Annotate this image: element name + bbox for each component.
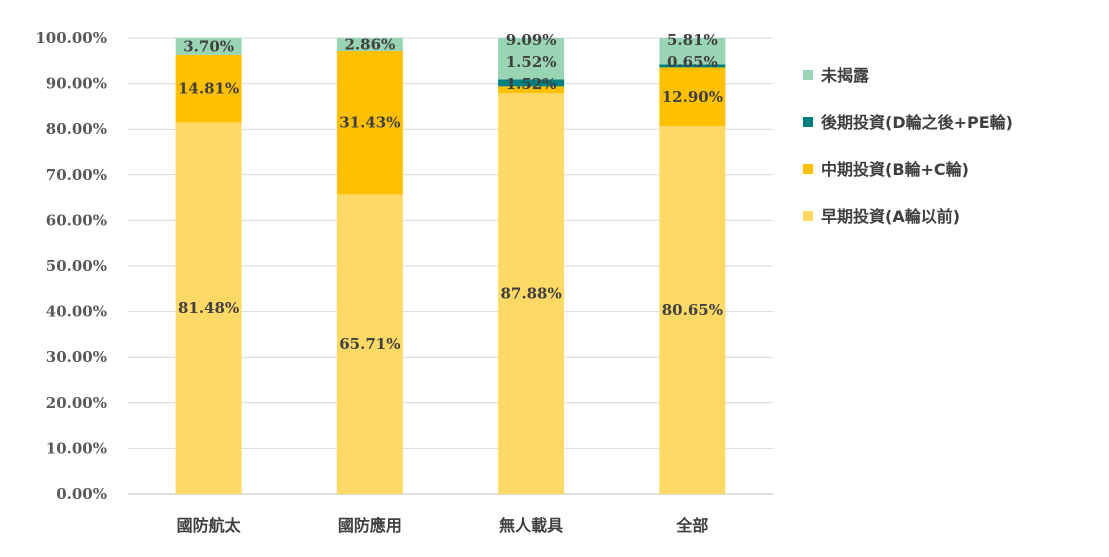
data-label: 0.65% <box>667 53 718 71</box>
y-tick-label: 30.00% <box>46 348 107 366</box>
x-category-label: 無人載具 <box>499 516 563 535</box>
y-tick-label: 50.00% <box>46 257 107 275</box>
y-tick-label: 0.00% <box>56 485 107 503</box>
x-category-label: 國防應用 <box>338 516 402 535</box>
bar-segment <box>498 79 565 87</box>
data-label: 3.70% <box>183 37 234 55</box>
bar-segment <box>175 38 242 55</box>
y-tick-label: 10.00% <box>46 439 107 457</box>
x-axis-category-labels: 國防航太 國防應用 無人載具 全部 <box>177 516 709 535</box>
bar-segment <box>336 194 403 494</box>
legend-swatch <box>803 70 813 80</box>
bar-segment <box>659 38 726 65</box>
bar-segment <box>175 54 242 123</box>
bar-segment <box>498 38 565 80</box>
y-tick-label: 20.00% <box>46 394 107 412</box>
legend-item-label: 早期投資(A輪以前) <box>821 207 960 226</box>
bar-segment <box>336 38 403 52</box>
data-label: 9.09% <box>506 31 557 49</box>
data-label: 81.48% <box>178 299 239 317</box>
bar-segment <box>659 67 726 127</box>
data-label: 87.88% <box>501 285 562 303</box>
data-label: 1.52% <box>506 75 557 93</box>
bar-segment <box>336 51 403 195</box>
data-label: 1.52% <box>506 53 557 71</box>
data-label: 31.43% <box>339 114 400 132</box>
bars <box>175 38 726 495</box>
x-category-label: 國防航太 <box>177 516 242 535</box>
data-label: 65.71% <box>339 335 400 353</box>
legend-item-label: 後期投資(D輪之後+PE輪) <box>821 113 1013 132</box>
y-tick-label: 60.00% <box>46 211 107 229</box>
data-label: 2.86% <box>344 36 395 54</box>
bar-segment <box>498 86 565 94</box>
legend-item-label: 未揭露 <box>820 66 870 85</box>
x-category-label: 全部 <box>675 516 708 535</box>
y-axis-tick-labels: 0.00% 10.00% 20.00% 30.00% 40.00% 50.00% 60.00… <box>35 29 107 503</box>
y-tick-label: 90.00% <box>46 75 107 93</box>
legend-item-label: 中期投資(B輪+C輪) <box>821 160 969 179</box>
bar-segment <box>659 64 726 68</box>
data-labels: 81.48% 14.81% 3.70% 65.71% 31.43% 2.86% 87.88%… <box>178 31 723 353</box>
y-tick-label: 70.00% <box>46 166 107 184</box>
y-tick-label: 80.00% <box>46 120 107 138</box>
y-tick-label: 40.00% <box>46 303 107 321</box>
data-label: 12.90% <box>662 88 723 106</box>
data-label: 80.65% <box>662 301 723 319</box>
y-tick-label: 100.00% <box>35 29 107 47</box>
bar-segment <box>498 93 565 494</box>
data-label: 14.81% <box>178 80 239 98</box>
bar-segment <box>659 126 726 495</box>
legend-swatch <box>803 117 813 127</box>
bar-segment <box>175 122 242 494</box>
legend-swatch <box>803 211 813 221</box>
legend-swatch <box>803 164 813 174</box>
data-label: 5.81% <box>667 31 718 49</box>
